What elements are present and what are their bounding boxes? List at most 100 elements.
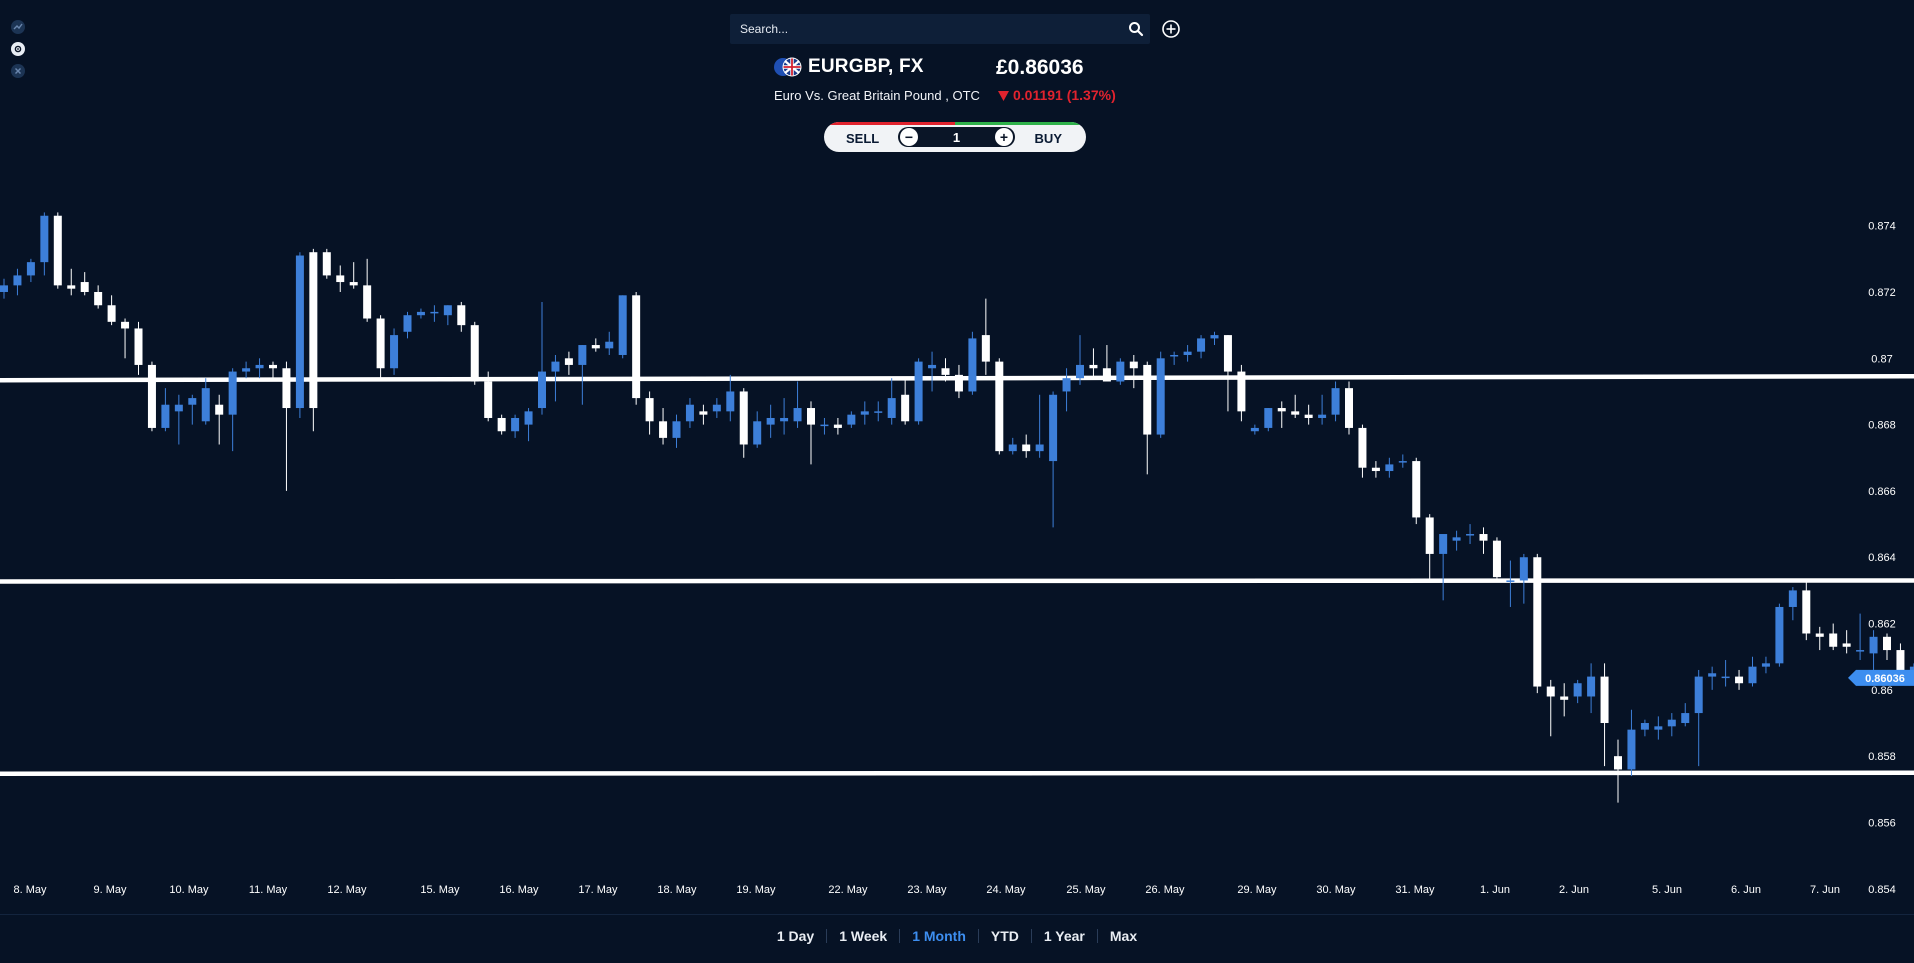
y-tick-label: 0.854	[1868, 884, 1896, 896]
candle-body	[699, 411, 708, 415]
candle-body	[497, 417, 506, 432]
y-tick-label: 0.858	[1868, 751, 1896, 763]
price-chart[interactable]: 0.8740.8720.870.8680.8660.8640.8620.860.…	[0, 0, 1914, 905]
candle-body	[26, 262, 35, 276]
search-icon[interactable]	[1122, 15, 1150, 43]
candle-body	[390, 335, 399, 369]
quantity-value[interactable]: 1	[952, 129, 961, 145]
trend-tool-icon[interactable]	[11, 20, 25, 34]
candle	[1385, 457, 1394, 478]
candle-body	[739, 391, 748, 445]
candle-body	[215, 404, 224, 415]
range-1-month[interactable]: 1 Month	[912, 928, 966, 944]
candle	[739, 388, 748, 458]
decrease-quantity-button[interactable]: −	[900, 128, 918, 146]
candle-body	[443, 305, 452, 316]
instrument-symbol: EURGBP, FX	[808, 56, 924, 77]
candle-body	[349, 282, 358, 286]
candle	[430, 305, 439, 322]
close-tool-icon[interactable]	[11, 64, 25, 78]
candle-body	[820, 424, 829, 427]
x-tick-label: 8. May	[13, 884, 47, 896]
add-icon[interactable]	[1161, 19, 1181, 39]
candle	[255, 358, 264, 379]
sell-button[interactable]: SELL	[840, 130, 885, 147]
candle	[484, 371, 493, 422]
candle	[1223, 335, 1232, 412]
candle	[1304, 404, 1313, 425]
candle-body	[632, 295, 641, 399]
candle	[807, 401, 815, 465]
candle-body	[968, 338, 977, 392]
candle	[524, 408, 533, 442]
y-tick-label: 0.86	[1871, 685, 1892, 697]
candle	[632, 291, 641, 405]
candle-body	[403, 315, 412, 332]
range-1-day[interactable]: 1 Day	[776, 928, 815, 944]
x-tick-label: 5. Jun	[1652, 884, 1682, 896]
y-tick-label: 0.856	[1868, 817, 1896, 829]
range-max[interactable]: Max	[1109, 928, 1138, 944]
candle	[860, 401, 869, 425]
buy-button[interactable]: BUY	[1029, 130, 1068, 147]
candle	[80, 272, 89, 296]
candle-body	[1640, 723, 1649, 730]
x-tick-label: 10. May	[169, 884, 209, 896]
range-1-year[interactable]: 1 Year	[1043, 928, 1085, 944]
candle-body	[67, 285, 76, 289]
candle-body	[659, 421, 668, 438]
candle	[914, 358, 923, 425]
candle	[1546, 679, 1555, 737]
range-1-week[interactable]: 1 Week	[839, 928, 888, 944]
candle	[443, 305, 452, 326]
candle-body	[188, 398, 197, 405]
candle	[1466, 524, 1475, 544]
candle	[1425, 514, 1434, 581]
candle-body	[941, 368, 950, 375]
settings-tool-icon[interactable]	[11, 42, 25, 56]
candle-body	[793, 408, 802, 422]
candle-body	[1102, 368, 1111, 382]
candle	[1170, 351, 1179, 365]
candle-body	[833, 424, 842, 428]
candle	[726, 374, 735, 422]
candle-body	[1439, 534, 1448, 554]
candle-body	[53, 215, 62, 286]
candle	[1076, 335, 1084, 385]
candle-body	[954, 374, 963, 392]
candle-body	[1035, 444, 1044, 452]
candle	[1721, 660, 1730, 687]
instrument-header: EURGBP, FX	[774, 56, 924, 78]
candle	[618, 295, 627, 359]
search-input[interactable]	[730, 13, 1122, 45]
candle	[416, 308, 425, 319]
candle-body	[1479, 534, 1488, 541]
y-tick-label: 0.862	[1868, 619, 1896, 631]
candle	[107, 295, 116, 326]
increase-quantity-button[interactable]: +	[994, 128, 1013, 146]
candle	[887, 378, 896, 425]
candle	[1331, 381, 1340, 422]
candle-body	[470, 325, 479, 382]
range-selector: 1 Day 1 Week 1 Month YTD 1 Year Max	[0, 928, 1914, 944]
x-tick-label: 30. May	[1316, 884, 1356, 896]
candle-body	[1062, 378, 1071, 392]
candle	[1479, 527, 1488, 554]
candle-body	[295, 255, 304, 409]
candle-body	[1775, 606, 1784, 664]
candle	[349, 262, 358, 289]
candle	[40, 212, 49, 276]
candle-body	[242, 368, 251, 372]
candle	[874, 401, 883, 422]
candle	[1035, 394, 1044, 458]
x-tick-label: 25. May	[1066, 884, 1106, 896]
range-ytd[interactable]: YTD	[990, 928, 1019, 944]
candle	[174, 394, 183, 445]
candle-body	[121, 321, 130, 329]
candle	[363, 258, 372, 322]
sell-accent	[824, 122, 955, 125]
candle	[94, 285, 103, 309]
candle	[1049, 391, 1058, 528]
candle-body	[13, 275, 22, 286]
candle	[928, 351, 937, 392]
